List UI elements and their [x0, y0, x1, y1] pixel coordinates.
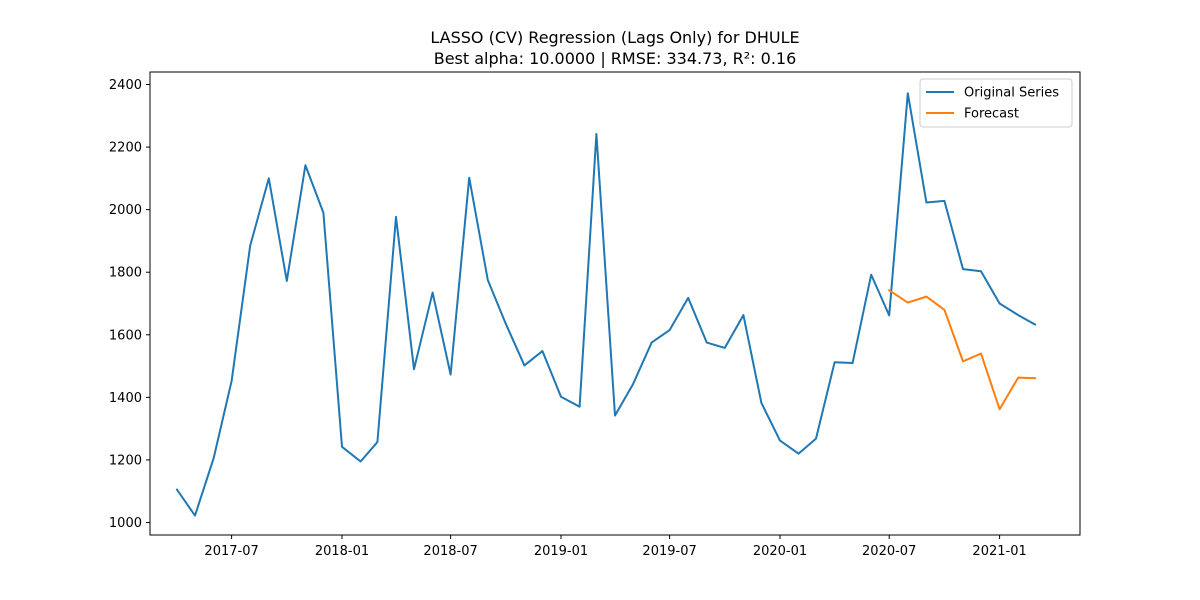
x-tick-label: 2021-01 — [972, 544, 1026, 559]
legend-label-0: Original Series — [964, 86, 1059, 101]
chart-subtitle: Best alpha: 10.0000 | RMSE: 334.73, R²: … — [434, 49, 797, 68]
x-tick-label: 2020-01 — [753, 544, 807, 559]
plot-frame — [149, 71, 1081, 536]
x-tick-label: 2019-07 — [642, 544, 696, 559]
legend-box — [919, 78, 1073, 128]
chart-title: LASSO (CV) Regression (Lags Only) for DH… — [430, 28, 799, 47]
axes-layer: 1000 1200 1400 1600 1800 2000 2200 2400 2017-07 2… — [109, 71, 1081, 559]
series-layer — [175, 92, 1037, 517]
x-tick-label: 2019-01 — [534, 544, 588, 559]
x-tick-label: 2018-07 — [423, 544, 477, 559]
x-tick-label: 2018-01 — [315, 544, 369, 559]
series-line-0 — [175, 92, 1037, 517]
legend-label-1: Forecast — [964, 107, 1019, 122]
y-tick-label: 2000 — [109, 203, 142, 218]
y-tick-label: 2200 — [109, 141, 142, 156]
legend: Original Series Forecast — [919, 78, 1073, 128]
series-line-1 — [887, 288, 1037, 411]
x-tick-label: 2017-07 — [204, 544, 258, 559]
y-tick-label: 1800 — [109, 266, 142, 281]
y-tick-label: 1600 — [109, 328, 142, 343]
y-tick-label: 1400 — [109, 391, 142, 406]
y-tick-label: 1200 — [109, 453, 142, 468]
y-tick-label: 1000 — [109, 516, 142, 531]
y-tick-label: 2400 — [109, 78, 142, 93]
x-tick-label: 2020-07 — [862, 544, 916, 559]
